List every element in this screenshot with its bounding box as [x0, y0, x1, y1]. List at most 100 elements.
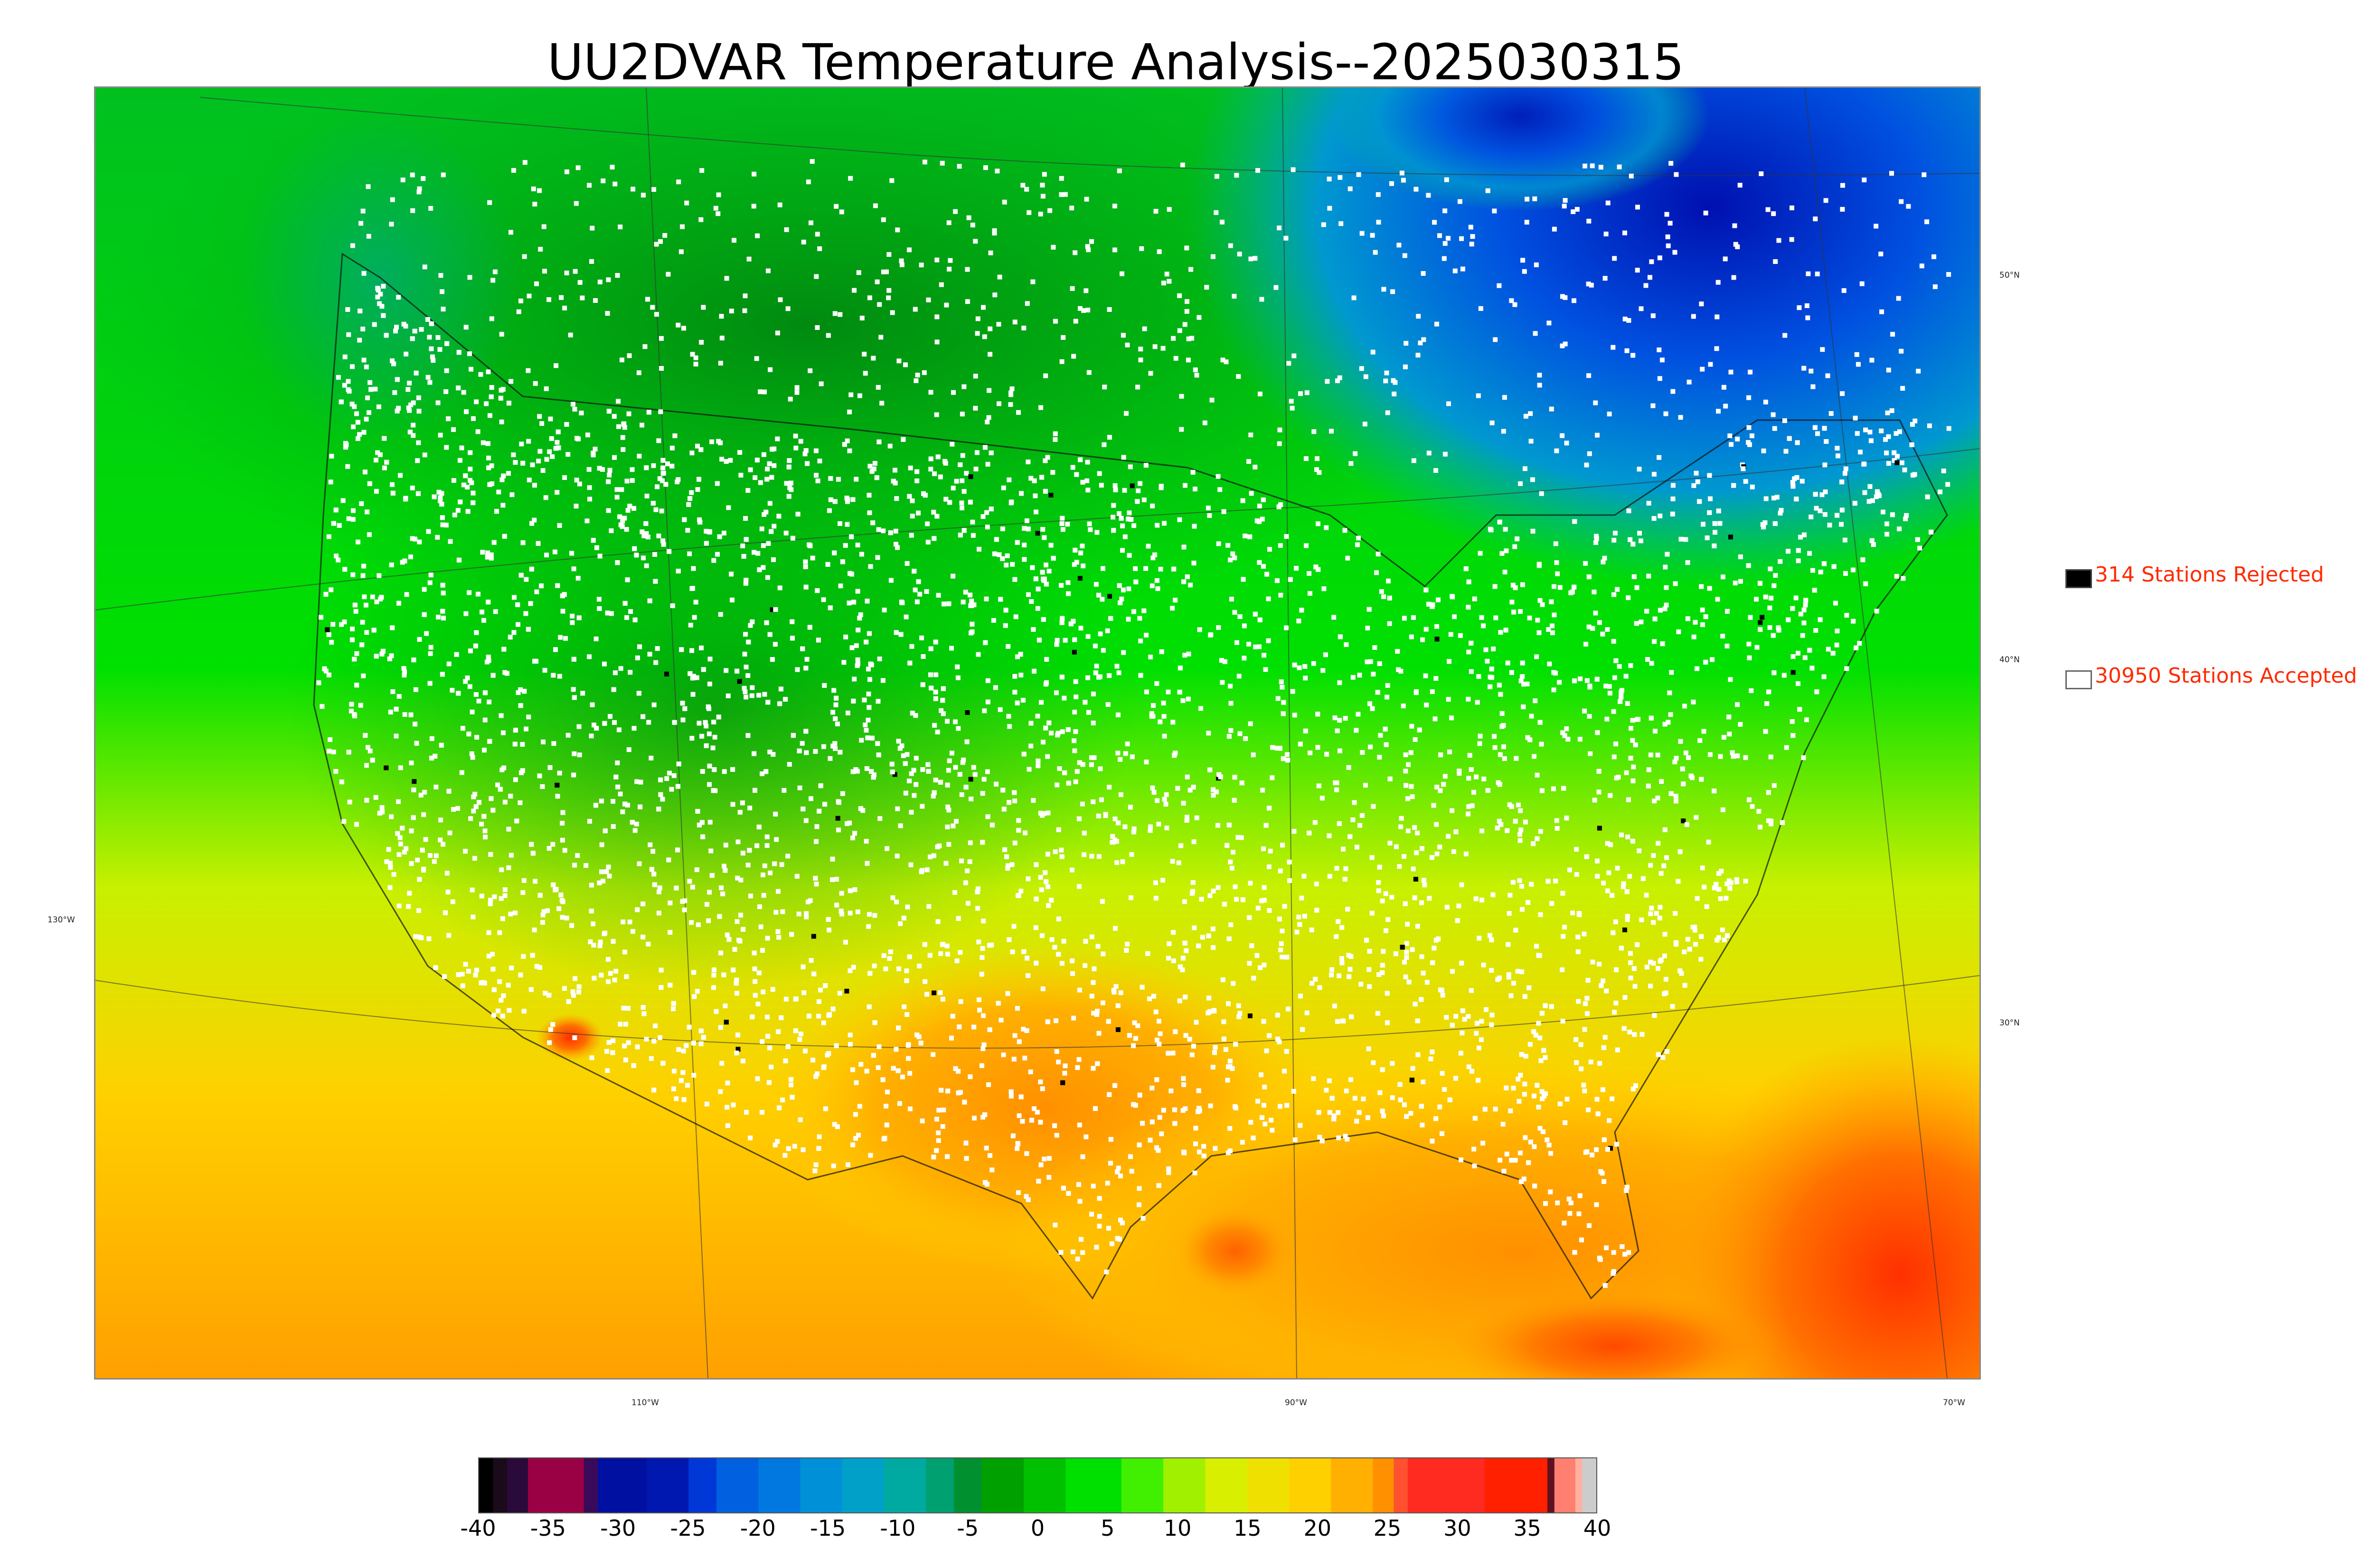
station-accepted	[461, 390, 466, 395]
station-accepted	[1005, 866, 1010, 871]
station-accepted	[1231, 850, 1235, 855]
station-accepted	[620, 809, 625, 815]
station-accepted	[1535, 618, 1540, 623]
station-accepted	[1397, 864, 1402, 869]
station-accepted	[1132, 1020, 1137, 1025]
station-accepted	[1131, 826, 1137, 831]
station-accepted	[1625, 701, 1630, 706]
station-accepted	[676, 477, 681, 482]
station-accepted	[1648, 752, 1653, 758]
station-accepted	[725, 693, 731, 698]
station-accepted	[1063, 1063, 1068, 1069]
station-accepted	[975, 886, 980, 892]
station-accepted	[750, 619, 755, 624]
station-accepted	[487, 413, 492, 418]
station-accepted	[1215, 885, 1221, 890]
station-accepted	[1101, 951, 1106, 957]
station-accepted	[767, 632, 772, 637]
station-accepted	[717, 534, 722, 539]
station-accepted	[1601, 1045, 1606, 1050]
station-accepted	[1438, 788, 1443, 793]
station-accepted	[1437, 845, 1442, 850]
station-accepted	[1682, 704, 1687, 709]
station-accepted	[1278, 868, 1283, 873]
station-accepted	[954, 479, 959, 484]
station-accepted	[1513, 585, 1518, 591]
station-accepted	[1097, 1214, 1102, 1219]
station-accepted	[951, 573, 956, 579]
station-accepted	[1009, 499, 1014, 505]
station-accepted	[804, 914, 809, 920]
station-accepted	[443, 389, 449, 394]
station-accepted	[1489, 1013, 1495, 1018]
station-accepted	[1236, 1014, 1242, 1019]
station-accepted	[1143, 463, 1149, 468]
station-accepted	[1055, 731, 1061, 736]
station-accepted	[658, 1035, 662, 1040]
station-accepted	[785, 1044, 791, 1049]
station-accepted	[1375, 690, 1380, 695]
station-rejected	[1400, 945, 1405, 950]
station-accepted	[1000, 556, 1005, 561]
station-accepted	[1620, 884, 1626, 890]
station-accepted	[1586, 574, 1592, 580]
station-accepted	[680, 717, 686, 723]
station-accepted	[926, 769, 931, 774]
station-accepted	[901, 437, 906, 442]
station-accepted	[497, 930, 502, 935]
station-accepted	[1073, 547, 1078, 553]
station-accepted	[1691, 634, 1696, 639]
station-accepted	[1522, 1081, 1527, 1087]
station-accepted	[1398, 668, 1404, 674]
station-accepted	[630, 929, 635, 934]
station-accepted	[1622, 995, 1628, 1000]
station-accepted	[735, 839, 741, 845]
station-accepted	[374, 458, 378, 463]
station-accepted	[798, 1117, 803, 1122]
station-accepted	[1374, 570, 1379, 575]
station-accepted	[486, 600, 491, 605]
station-accepted	[760, 771, 764, 776]
station-accepted	[934, 1117, 939, 1122]
temperature-map[interactable]: 50°N 40°N 30°N	[94, 86, 2020, 1380]
station-accepted	[571, 993, 576, 998]
station-accepted	[475, 429, 480, 434]
station-accepted	[1459, 1157, 1464, 1163]
station-accepted	[1022, 526, 1027, 531]
station-accepted	[1366, 967, 1372, 972]
station-accepted	[1162, 797, 1167, 802]
station-accepted	[1144, 689, 1149, 695]
station-accepted	[1646, 573, 1651, 579]
station-accepted	[1180, 956, 1186, 961]
station-accepted	[1164, 826, 1169, 831]
station-accepted	[1130, 754, 1135, 760]
station-accepted	[520, 768, 525, 773]
station-accepted	[1867, 484, 1873, 489]
station-accepted	[1466, 804, 1471, 809]
station-accepted	[1557, 680, 1562, 685]
station-accepted	[729, 572, 734, 577]
station-accepted	[1181, 1149, 1186, 1155]
station-accepted	[939, 1088, 944, 1093]
station-accepted	[1229, 865, 1234, 871]
station-accepted	[661, 542, 666, 547]
station-accepted	[1582, 931, 1587, 937]
station-accepted	[925, 521, 930, 526]
station-accepted	[481, 814, 487, 819]
station-accepted	[1699, 934, 1704, 939]
station-accepted	[977, 546, 982, 552]
station-accepted	[1026, 460, 1031, 464]
station-accepted	[576, 615, 582, 620]
station-accepted	[958, 462, 963, 467]
station-accepted	[1010, 1133, 1016, 1138]
station-accepted	[721, 972, 726, 977]
station-accepted	[994, 537, 999, 542]
station-accepted	[1683, 750, 1688, 755]
station-accepted	[1384, 742, 1389, 747]
station-accepted	[344, 442, 349, 447]
station-accepted	[1833, 601, 1838, 606]
station-accepted	[565, 732, 571, 738]
station-accepted	[1597, 620, 1602, 625]
station-accepted	[1485, 658, 1490, 664]
station-accepted	[748, 893, 753, 899]
